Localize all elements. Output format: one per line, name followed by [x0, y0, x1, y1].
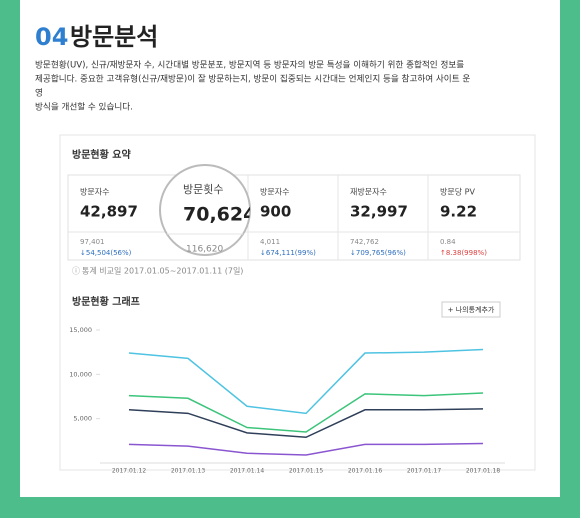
y-tick-label: 10,000 [69, 370, 92, 378]
stat-label: 방문횟수 [183, 183, 223, 196]
graph-title: 방문현황 그래프 [72, 295, 140, 308]
info-icon: ⓘ [72, 267, 80, 276]
stat-compare: 742,762 [350, 238, 379, 246]
series-line [128, 442, 484, 456]
stat-value: 70,624 [183, 204, 256, 226]
stats: 방문자수 42,897 97,401 ↓54,504(56%) 방문자수 900 4,011… [80, 164, 487, 260]
intro-line: 방식을 개선할 수 있습니다. [35, 101, 133, 113]
stat-compare: 97,401 [80, 238, 105, 246]
stat-compare: 0.84 [440, 238, 456, 246]
summary-title: 방문현황 요약 [72, 148, 131, 161]
stat-change: ↓674,111(99%) [260, 249, 316, 257]
series-line [128, 392, 484, 433]
stat-label: 방문자수 [260, 187, 289, 197]
x-tick-label: 2017.01.16 [348, 468, 383, 475]
stat-compare: 116,620 [186, 245, 223, 255]
x-tick-label: 2017.01.17 [407, 468, 442, 475]
stat-label: 방문자수 [80, 187, 109, 197]
x-tick-label: 2017.01.14 [230, 468, 265, 475]
intro-line: 영 [35, 88, 43, 99]
section-number: 04 [35, 23, 68, 51]
intro: 방문현황(UV), 신규/재방문자 수, 시간대별 방문분포, 방문지역 등 방… [35, 59, 470, 113]
intro-line: 제공합니다. 중요한 고객유형(신규/재방문)이 잘 방문하는지, 방문이 집중… [35, 73, 470, 85]
x-tick-label: 2017.01.15 [289, 468, 324, 475]
stat-change: ↓709,765(96%) [350, 249, 406, 257]
line-chart: 5,000 10,000 15,000 2017.01.12 2017.01.13 201… [69, 326, 505, 475]
stat-label: 방문당 PV [440, 187, 475, 197]
stat-compare: 4,011 [260, 238, 280, 246]
y-tick-label: 15,000 [69, 326, 92, 334]
stat-value: 900 [260, 203, 291, 221]
add-button[interactable] [441, 301, 501, 318]
stat-change: ↑8.38(998%) [440, 249, 487, 257]
section-title: 방문분석 [70, 23, 158, 51]
stat-label: 재방문자수 [350, 187, 387, 197]
series-line [128, 348, 484, 415]
intro-line: 방문현황(UV), 신규/재방문자 수, 시간대별 방문분포, 방문지역 등 방… [35, 59, 464, 71]
add-button-label[interactable]: + 나의통계추가 [448, 305, 495, 314]
note: 통계 비교일 2017.01.05~2017.01.11 (7일) [82, 266, 243, 276]
x-tick-label: 2017.01.13 [171, 468, 206, 475]
x-tick-label: 2017.01.12 [112, 468, 147, 475]
stat-value: 42,897 [80, 203, 138, 221]
x-tick-label: 2017.01.18 [466, 468, 501, 475]
stat-value: 9.22 [440, 203, 477, 221]
stat-box [67, 174, 521, 261]
magnifier [159, 164, 251, 256]
y-tick-label: 5,000 [73, 415, 92, 423]
stat-change: ↓54,504(56%) [80, 249, 132, 257]
stat-value: 32,997 [350, 203, 408, 221]
series-line [128, 408, 484, 439]
